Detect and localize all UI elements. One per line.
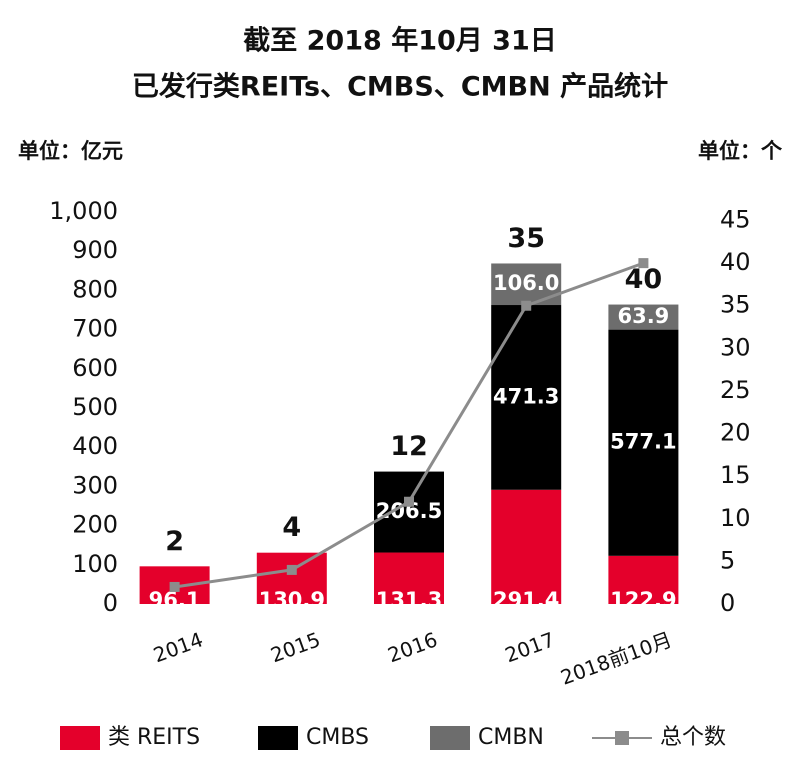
line-marker <box>638 258 649 269</box>
total-label: 40 <box>625 264 663 295</box>
chart-title: 截至 2018 年10月 31日 <box>243 25 557 57</box>
y-tick-label: 100 <box>72 550 118 578</box>
y2-tick-label: 15 <box>720 461 751 489</box>
legend-label: CMBN <box>478 725 544 750</box>
legend-swatch <box>430 726 470 750</box>
x-tick-label: 2015 <box>267 627 323 667</box>
bar-segment <box>374 552 444 604</box>
value-label: 577.1 <box>610 430 676 454</box>
x-tick-label: 2017 <box>502 627 558 667</box>
y2-tick-label: 30 <box>720 333 751 361</box>
bar-segment <box>256 552 327 604</box>
line-marker <box>521 300 532 311</box>
bar-segment <box>491 489 562 604</box>
value-label: 96.1 <box>149 588 201 612</box>
total-label: 4 <box>282 512 301 543</box>
y-tick-label: 300 <box>72 471 118 499</box>
legend-label: CMBS <box>306 725 369 750</box>
chart-subtitle: 已发行类REITs、CMBS、CMBN 产品统计 <box>132 71 668 103</box>
value-label: 63.9 <box>617 304 669 328</box>
legend-swatch <box>258 726 298 750</box>
y-tick-label: 900 <box>72 236 118 264</box>
y-tick-label: 700 <box>72 315 118 343</box>
value-label: 122.9 <box>610 588 676 612</box>
y2-tick-label: 0 <box>720 589 735 617</box>
value-label: 471.3 <box>493 384 559 408</box>
y-tick-label: 600 <box>72 354 118 382</box>
y-tick-label: 1,000 <box>49 197 118 225</box>
y2-tick-label: 10 <box>720 504 751 532</box>
bar-segment <box>608 304 679 330</box>
line-marker <box>404 496 414 507</box>
y2-tick-label: 45 <box>720 206 751 234</box>
bar-segment <box>491 305 562 490</box>
bar-segment <box>608 555 679 604</box>
x-tick-label: 2018前10月 <box>557 627 675 689</box>
value-label: 130.9 <box>259 588 325 612</box>
legend-swatch <box>60 726 100 750</box>
y-tick-label: 500 <box>72 393 118 421</box>
line-marker <box>286 564 297 575</box>
y-tick-label: 400 <box>72 432 118 460</box>
bar-segment <box>374 471 444 553</box>
y2-tick-label: 25 <box>720 376 751 404</box>
legend-label: 总个数 <box>660 725 726 750</box>
value-label: 131.3 <box>376 588 442 612</box>
y-tick-label: 0 <box>103 589 118 617</box>
x-tick-label: 2014 <box>150 627 206 667</box>
y-tick-label: 800 <box>72 275 118 303</box>
y-axis-label: 单位：亿元 <box>18 139 123 163</box>
legend-label: 类 REITS <box>108 725 200 750</box>
total-label: 2 <box>165 526 184 557</box>
total-label: 35 <box>507 223 545 254</box>
value-label: 106.0 <box>493 271 559 295</box>
x-tick-label: 2016 <box>385 627 441 667</box>
y2-axis-label: 单位：个 <box>698 139 783 163</box>
bar-segment <box>608 329 679 556</box>
value-label: 291.4 <box>493 588 559 612</box>
y2-tick-label: 5 <box>720 546 735 574</box>
y2-tick-label: 35 <box>720 291 751 319</box>
total-label: 12 <box>390 431 428 462</box>
y2-tick-label: 20 <box>720 419 751 447</box>
line-marker <box>169 581 180 592</box>
y-tick-label: 200 <box>72 511 118 539</box>
y2-tick-label: 40 <box>720 248 751 276</box>
legend-marker <box>615 731 629 745</box>
